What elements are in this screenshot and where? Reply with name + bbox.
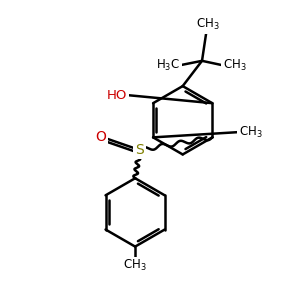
Text: S: S xyxy=(135,143,144,157)
Text: CH$_3$: CH$_3$ xyxy=(223,58,247,73)
Text: CH$_3$: CH$_3$ xyxy=(239,124,263,140)
Text: CH$_3$: CH$_3$ xyxy=(123,258,147,274)
Text: HO: HO xyxy=(107,88,128,101)
Text: O: O xyxy=(95,130,106,144)
Text: CH$_3$: CH$_3$ xyxy=(196,17,220,32)
Text: H$_3$C: H$_3$C xyxy=(156,58,180,73)
